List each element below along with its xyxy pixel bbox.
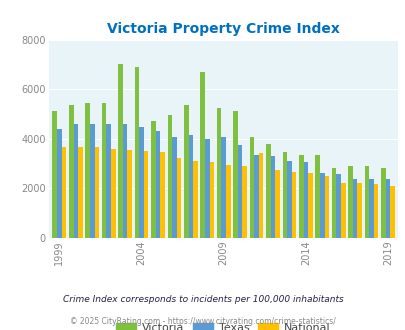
Bar [254, 155, 258, 238]
Bar [143, 151, 148, 238]
Bar [315, 155, 319, 238]
Bar [249, 137, 254, 238]
Bar [369, 180, 373, 238]
Bar [324, 176, 328, 238]
Bar [139, 127, 143, 238]
Bar [85, 103, 90, 238]
Bar [118, 64, 123, 238]
Bar [340, 183, 345, 238]
Bar [200, 72, 205, 238]
Bar [193, 161, 197, 238]
Bar [331, 168, 336, 238]
Bar [307, 173, 312, 238]
Bar [237, 145, 242, 238]
Bar [286, 161, 291, 238]
Bar [52, 112, 57, 238]
Bar [373, 184, 377, 238]
Bar [176, 158, 181, 238]
Bar [78, 147, 83, 238]
Bar [364, 166, 369, 238]
Bar [69, 105, 73, 238]
Text: Crime Index corresponds to incidents per 100,000 inhabitants: Crime Index corresponds to incidents per… [62, 295, 343, 304]
Bar [106, 124, 111, 238]
Bar [356, 183, 361, 238]
Bar [347, 166, 352, 238]
Bar [205, 139, 209, 238]
Bar [172, 137, 176, 238]
Bar [127, 150, 132, 238]
Bar [155, 131, 160, 238]
Bar [242, 166, 246, 238]
Bar [111, 148, 115, 238]
Bar [298, 155, 303, 238]
Bar [336, 175, 340, 238]
Title: Victoria Property Crime Index: Victoria Property Crime Index [107, 22, 339, 36]
Bar [209, 162, 214, 238]
Bar [221, 137, 226, 238]
Bar [151, 121, 155, 238]
Legend: Victoria, Texas, National: Victoria, Texas, National [111, 318, 334, 330]
Bar [380, 168, 385, 238]
Bar [167, 115, 172, 238]
Bar [352, 180, 356, 238]
Bar [160, 152, 164, 238]
Bar [258, 153, 263, 238]
Bar [134, 67, 139, 238]
Bar [73, 124, 78, 238]
Bar [385, 180, 389, 238]
Bar [57, 129, 62, 238]
Bar [232, 112, 237, 238]
Bar [188, 135, 193, 238]
Bar [102, 103, 106, 238]
Bar [183, 105, 188, 238]
Bar [319, 173, 324, 238]
Bar [303, 162, 307, 238]
Bar [216, 108, 221, 238]
Bar [270, 156, 275, 238]
Bar [265, 144, 270, 238]
Bar [275, 170, 279, 238]
Bar [226, 165, 230, 238]
Bar [389, 185, 394, 238]
Bar [282, 152, 286, 238]
Bar [291, 172, 296, 238]
Bar [123, 124, 127, 238]
Bar [62, 147, 66, 238]
Text: © 2025 CityRating.com - https://www.cityrating.com/crime-statistics/: © 2025 CityRating.com - https://www.city… [70, 317, 335, 326]
Bar [90, 124, 94, 238]
Bar [94, 147, 99, 238]
